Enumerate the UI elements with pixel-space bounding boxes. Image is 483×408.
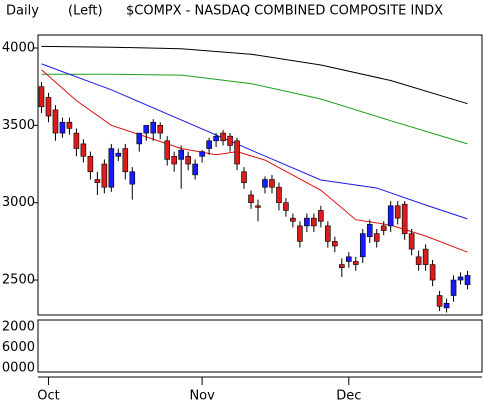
candle-body [66, 121, 73, 129]
candle-body [199, 151, 205, 157]
candle-body [450, 279, 457, 296]
candle-body [129, 171, 136, 185]
candle-body [248, 194, 254, 203]
candle-body [304, 217, 310, 227]
y-tick-label: 3000 [2, 195, 35, 210]
candle-body [366, 224, 373, 238]
candle-body [318, 210, 324, 222]
moving-average [41, 45, 468, 105]
candle-body [269, 179, 275, 188]
candle-body [332, 241, 338, 247]
candle-body [429, 264, 436, 281]
candle-body [73, 132, 80, 149]
candle-body [122, 148, 129, 173]
candle-body [136, 132, 143, 145]
candle-body [394, 205, 401, 219]
candle-body [387, 205, 394, 227]
candle-body [255, 205, 261, 208]
candle-body [290, 217, 296, 222]
candle-body [220, 132, 226, 142]
candle-body [143, 125, 150, 134]
candle-body [373, 233, 380, 242]
candle-body [192, 163, 198, 176]
candle-body [171, 155, 177, 165]
candle-body [297, 225, 303, 242]
candle-body [206, 140, 212, 149]
candle-body [276, 186, 282, 203]
candle-body [213, 135, 219, 142]
x-tick-label: Dec [336, 389, 361, 404]
candle-body [443, 302, 450, 309]
candle-body [227, 135, 233, 146]
candle-body [241, 171, 247, 183]
candle-body [101, 163, 108, 188]
candle-body [359, 233, 366, 258]
y-tick-label: 2500 [2, 273, 35, 288]
candle-body [150, 121, 157, 134]
candle-body [415, 256, 422, 265]
candle-body [422, 248, 429, 265]
candle-body [164, 140, 171, 160]
candle-body [157, 125, 164, 134]
candle-body [436, 295, 443, 307]
scale-side: (Left) [68, 4, 103, 19]
candle-body [325, 225, 331, 242]
candle-body [234, 140, 240, 165]
candle-body [52, 109, 59, 134]
moving-average [41, 63, 468, 220]
candle-body [80, 143, 87, 157]
candle-body [115, 152, 122, 157]
chart-title: $COMPX - NASDAQ COMBINED COMPOSITE INDX [126, 4, 443, 19]
volume-tick-label: 2000 [2, 320, 35, 335]
candle-body [380, 225, 387, 231]
candle-body [45, 97, 52, 117]
candle-body [311, 217, 317, 227]
candle-body [87, 155, 94, 173]
moving-average [41, 73, 468, 145]
candle-body [401, 203, 408, 234]
candle-body [185, 155, 191, 165]
candle-body [108, 148, 115, 188]
x-tick-label: Oct [37, 389, 59, 404]
candle-body [262, 179, 268, 188]
candle-body [178, 149, 184, 160]
period: Daily [6, 4, 39, 19]
y-tick-label: 4000 [2, 40, 35, 55]
candle-body [283, 202, 289, 211]
volume-tick-label: 6000 [2, 340, 35, 355]
candle-body [408, 233, 415, 250]
y-tick-label: 3500 [2, 118, 35, 133]
volume-tick-label: 0000 [2, 361, 35, 376]
price-panel [37, 34, 483, 316]
candle-body [59, 121, 66, 134]
candle-body [38, 86, 45, 108]
candle-body [345, 256, 352, 262]
candle-body [457, 276, 464, 281]
candle-body [94, 179, 101, 183]
volume-panel [37, 319, 483, 373]
candle-body [352, 261, 359, 265]
candle-body [464, 275, 471, 285]
candle-body [339, 264, 345, 268]
x-tick-label: Nov [189, 389, 215, 404]
